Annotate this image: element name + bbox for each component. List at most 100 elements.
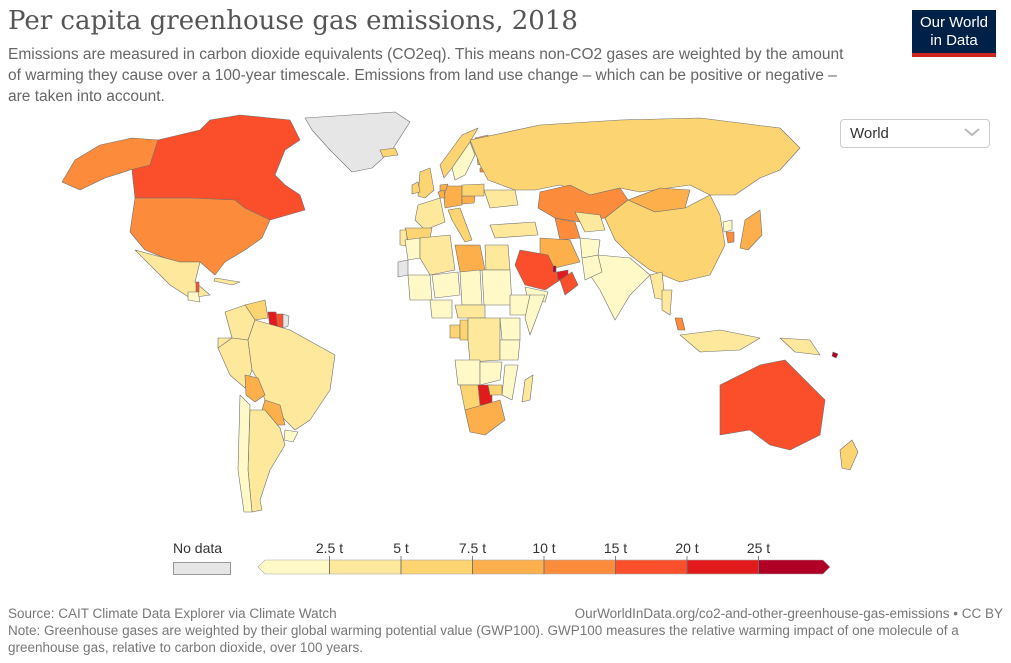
country-chad[interactable]: Chad: <2.5 t	[459, 269, 483, 306]
country-netherlands[interactable]: Netherlands: 7.5-10 t	[439, 183, 449, 192]
legend-no-data-swatch[interactable]	[173, 562, 231, 575]
logo-line-1: Our World	[919, 14, 989, 31]
country-north-korea[interactable]: North Korea: <2.5 t	[722, 219, 733, 233]
country-libya[interactable]: Libya: 7.5-10 t	[454, 244, 486, 273]
license-link[interactable]: CC BY	[961, 606, 1003, 621]
country-uruguay[interactable]: Uruguay: <2.5 t	[283, 429, 299, 443]
legend-bin-1[interactable]	[329, 559, 402, 575]
legend-bin-5[interactable]	[615, 559, 688, 575]
region-select-value: World	[850, 125, 889, 142]
country-mali[interactable]: Mali: <2.5 t	[407, 274, 433, 301]
country-alaska-us-[interactable]: Alaska (US): 10-15 t	[61, 137, 159, 191]
country-gabon[interactable]: Gabon: 5-7.5 t	[449, 324, 461, 339]
country-egypt[interactable]: Egypt: 2.5-5 t	[484, 244, 511, 271]
country-malaysia[interactable]: Malaysia: 10-15 t	[674, 317, 686, 331]
country-tanzania[interactable]: Tanzania: <2.5 t	[499, 339, 521, 361]
country-solomon-islands[interactable]: Solomon Islands: 25+ t	[831, 351, 839, 359]
country-qatar[interactable]: Qatar: 25+ t	[552, 265, 557, 273]
source-text: Source: CAIT Climate Data Explorer via C…	[8, 606, 337, 621]
country-france[interactable]: France: 2.5-5 t	[414, 197, 446, 231]
country-chile[interactable]: Chile: <2.5 t	[237, 394, 253, 513]
legend-bin-6[interactable]	[686, 559, 759, 575]
country-italy[interactable]: Italy: 5-7.5 t	[447, 207, 473, 243]
country-saudi-arabia[interactable]: Saudi Arabia: 15-20 t	[514, 249, 561, 291]
country-united-states[interactable]: United States: 10-15 t	[129, 197, 271, 276]
country-dr-congo[interactable]: DR Congo: 2.5-5 t	[467, 317, 501, 363]
logo-line-2: in Data	[930, 32, 978, 49]
country-ireland[interactable]: Ireland: 5-7.5 t	[411, 181, 421, 195]
country-iceland[interactable]: Iceland: 5-7.5 t	[379, 147, 399, 158]
country-mozambique[interactable]: Mozambique: <2.5 t	[501, 364, 519, 401]
chevron-down-icon	[963, 125, 981, 143]
legend-tick-label: 2.5 t	[315, 540, 344, 556]
country-afghanistan[interactable]: Afghanistan: <2.5 t	[579, 237, 601, 259]
country-zimbabwe[interactable]: Zimbabwe: 5-7.5 t	[487, 384, 503, 396]
country-belize[interactable]: Belize: 15-20 t	[195, 281, 200, 293]
legend-tick-label: 15 t	[603, 540, 628, 556]
country-paraguay[interactable]: Paraguay: 7.5-10 t	[261, 399, 286, 426]
country-sweden[interactable]: Sweden: <2.5 t	[451, 141, 476, 181]
country-new-zealand[interactable]: New Zealand: 5-7.5 t	[839, 439, 859, 471]
country-nigeria[interactable]: Nigeria: <2.5 t	[429, 299, 453, 319]
country-oman[interactable]: Oman: 15-20 t	[559, 271, 579, 296]
license-separator: •	[949, 606, 962, 621]
country-thailand[interactable]: Thailand: 2.5-5 t	[661, 289, 673, 316]
country-ukraine[interactable]: Ukraine: 2.5-5 t	[483, 189, 519, 209]
legend-tick-label: 20 t	[675, 540, 699, 556]
country-turkey[interactable]: Turkey: 2.5-5 t	[489, 221, 539, 239]
country-australia[interactable]: Australia: 15-20 t	[719, 359, 826, 451]
country-french-guiana[interactable]: French Guiana: No data	[282, 313, 290, 329]
country-morocco[interactable]: Morocco: <2.5 t	[404, 237, 421, 261]
legend-no-data-label: No data	[173, 540, 223, 556]
country-somalia[interactable]: Somalia: <2.5 t	[524, 294, 546, 336]
owid-logo[interactable]: Our World in Data	[912, 10, 996, 57]
legend-bin-4[interactable]	[543, 559, 616, 575]
country-japan[interactable]: Japan: 7.5-10 t	[739, 209, 763, 251]
country-zambia[interactable]: Zambia: <2.5 t	[479, 361, 503, 386]
legend-bin-0[interactable]	[257, 559, 330, 575]
country-algeria[interactable]: Algeria: 2.5-5 t	[419, 234, 456, 276]
country-poland[interactable]: Poland: 5-7.5 t	[461, 183, 485, 197]
country-russia[interactable]: Russia: 5-7.5 t	[469, 117, 801, 196]
note-text: Note: Greenhouse gases are weighted by t…	[8, 623, 959, 655]
country-bolivia[interactable]: Bolivia: 7.5-10 t	[244, 374, 266, 403]
country-niger[interactable]: Niger: <2.5 t	[431, 271, 461, 299]
country-kenya[interactable]: Kenya: <2.5 t	[499, 317, 521, 341]
legend-color-bar	[257, 556, 831, 575]
legend-tick-label: 10 t	[532, 540, 556, 556]
country-uzbekistan[interactable]: Uzbekistan: 2.5-5 t	[574, 211, 606, 233]
legend-bin-7[interactable]	[758, 559, 831, 575]
country-sudan[interactable]: Sudan: <2.5 t	[481, 269, 513, 306]
url-license: OurWorldInData.org/co2-and-other-greenho…	[575, 605, 1003, 622]
legend-tick-label: 7.5 t	[458, 540, 487, 556]
source-url-link[interactable]: OurWorldInData.org/co2-and-other-greenho…	[574, 606, 950, 621]
world-map: Canada: 15-20 tUnited States: 10-15 tAla…	[61, 111, 859, 513]
legend-tick-label: 25 t	[746, 540, 771, 556]
country-united-kingdom[interactable]: United Kingdom: 5-7.5 t	[417, 167, 435, 199]
legend-tick-label: 5 t	[393, 540, 409, 556]
country-central-african-republic[interactable]: Central African Republic: 2.5-5 t	[454, 304, 486, 319]
country-india[interactable]: India: <2.5 t	[589, 254, 651, 321]
country-cuba[interactable]: Cuba: 2.5-5 t	[213, 277, 241, 286]
country-greenland[interactable]: Greenland: No data	[304, 111, 411, 173]
country-mexico[interactable]: Mexico: 2.5-5 t	[134, 249, 211, 299]
region-select[interactable]: World	[840, 119, 990, 148]
country-angola[interactable]: Angola: <2.5 t	[454, 359, 481, 386]
footer: Source: CAIT Climate Data Explorer via C…	[8, 605, 1003, 656]
country-belgium[interactable]: Belgium: 7.5-10 t	[437, 189, 446, 199]
chart-subtitle: Emissions are measured in carbon dioxide…	[8, 46, 844, 105]
country-south-korea[interactable]: South Korea: 10-15 t	[725, 231, 735, 244]
country-czechia[interactable]: Czechia: 7.5-10 t	[461, 195, 476, 205]
country-guatemala[interactable]: Guatemala: <2.5 t	[187, 291, 201, 303]
country-congo[interactable]: Congo: 5-7.5 t	[459, 319, 469, 341]
country-madagascar[interactable]: Madagascar: 2.5-5 t	[521, 374, 534, 403]
country-western-sahara[interactable]: Western Sahara: No data	[397, 259, 409, 278]
legend-bin-3[interactable]	[472, 559, 545, 575]
logo-red-bar	[912, 53, 996, 57]
country-indonesia[interactable]: Indonesia: 2.5-5 t	[679, 329, 761, 353]
legend-bin-2[interactable]	[400, 559, 473, 575]
country-germany[interactable]: Germany: 7.5-10 t	[443, 185, 463, 209]
country-papua-new-guinea[interactable]: Papua New Guinea: 2.5-5 t	[779, 337, 821, 356]
country-south-africa[interactable]: South Africa: 7.5-10 t	[464, 399, 506, 436]
country-china[interactable]: China: 5-7.5 t	[604, 194, 726, 283]
